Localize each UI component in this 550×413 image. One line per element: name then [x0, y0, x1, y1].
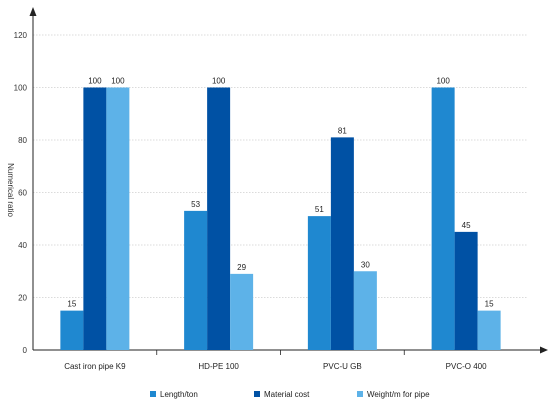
legend-swatch — [357, 391, 363, 397]
bar — [184, 210, 208, 350]
data-label: 100 — [436, 77, 450, 86]
bar — [230, 273, 254, 350]
x-category-label: HD-PE 100 — [198, 362, 239, 371]
y-axis-title: Numerical ratio — [6, 163, 15, 217]
bars — [60, 87, 501, 350]
y-tick-label: 60 — [18, 189, 27, 198]
data-label: 53 — [191, 200, 200, 209]
bar — [330, 137, 354, 350]
bar — [477, 310, 501, 350]
bar — [307, 216, 331, 350]
y-axis-arrow — [29, 7, 37, 16]
legend-label: Material cost — [264, 390, 310, 399]
data-label: 51 — [315, 205, 324, 214]
bar — [353, 271, 377, 350]
x-axis-arrow — [540, 346, 548, 354]
data-label: 100 — [88, 77, 102, 86]
legend: Length/ton Material cost Weight/m for pipe — [150, 390, 430, 399]
data-label: 15 — [67, 300, 76, 309]
x-category-label: Cast iron pipe K9 — [64, 362, 126, 371]
data-label: 30 — [361, 260, 370, 269]
bar — [106, 87, 130, 350]
bar — [60, 310, 84, 350]
data-label: 29 — [237, 263, 246, 272]
bar — [431, 87, 455, 350]
legend-swatch — [150, 391, 156, 397]
y-tick-label: 100 — [14, 84, 28, 93]
labels: 0 20 40 60 80 100 120 Numerical ratio Cast iron … — [6, 31, 494, 371]
y-tick-label: 80 — [18, 136, 27, 145]
legend-swatch — [254, 391, 260, 397]
data-label: 100 — [111, 77, 125, 86]
data-label: 81 — [338, 126, 347, 135]
data-label: 15 — [485, 300, 494, 309]
x-category-label: PVC-U GB — [323, 362, 362, 371]
x-category-label: PVC-O 400 — [446, 362, 487, 371]
bar — [454, 231, 478, 350]
legend-label: Length/ton — [160, 390, 198, 399]
y-tick-label: 20 — [18, 294, 27, 303]
y-tick-label: 120 — [14, 31, 28, 40]
y-tick-label: 40 — [18, 241, 27, 250]
data-label: 100 — [212, 77, 226, 86]
legend-label: Weight/m for pipe — [367, 390, 430, 399]
bar — [207, 87, 231, 350]
data-label: 45 — [462, 221, 471, 230]
bar — [83, 87, 107, 350]
y-tick-label: 0 — [23, 346, 28, 355]
